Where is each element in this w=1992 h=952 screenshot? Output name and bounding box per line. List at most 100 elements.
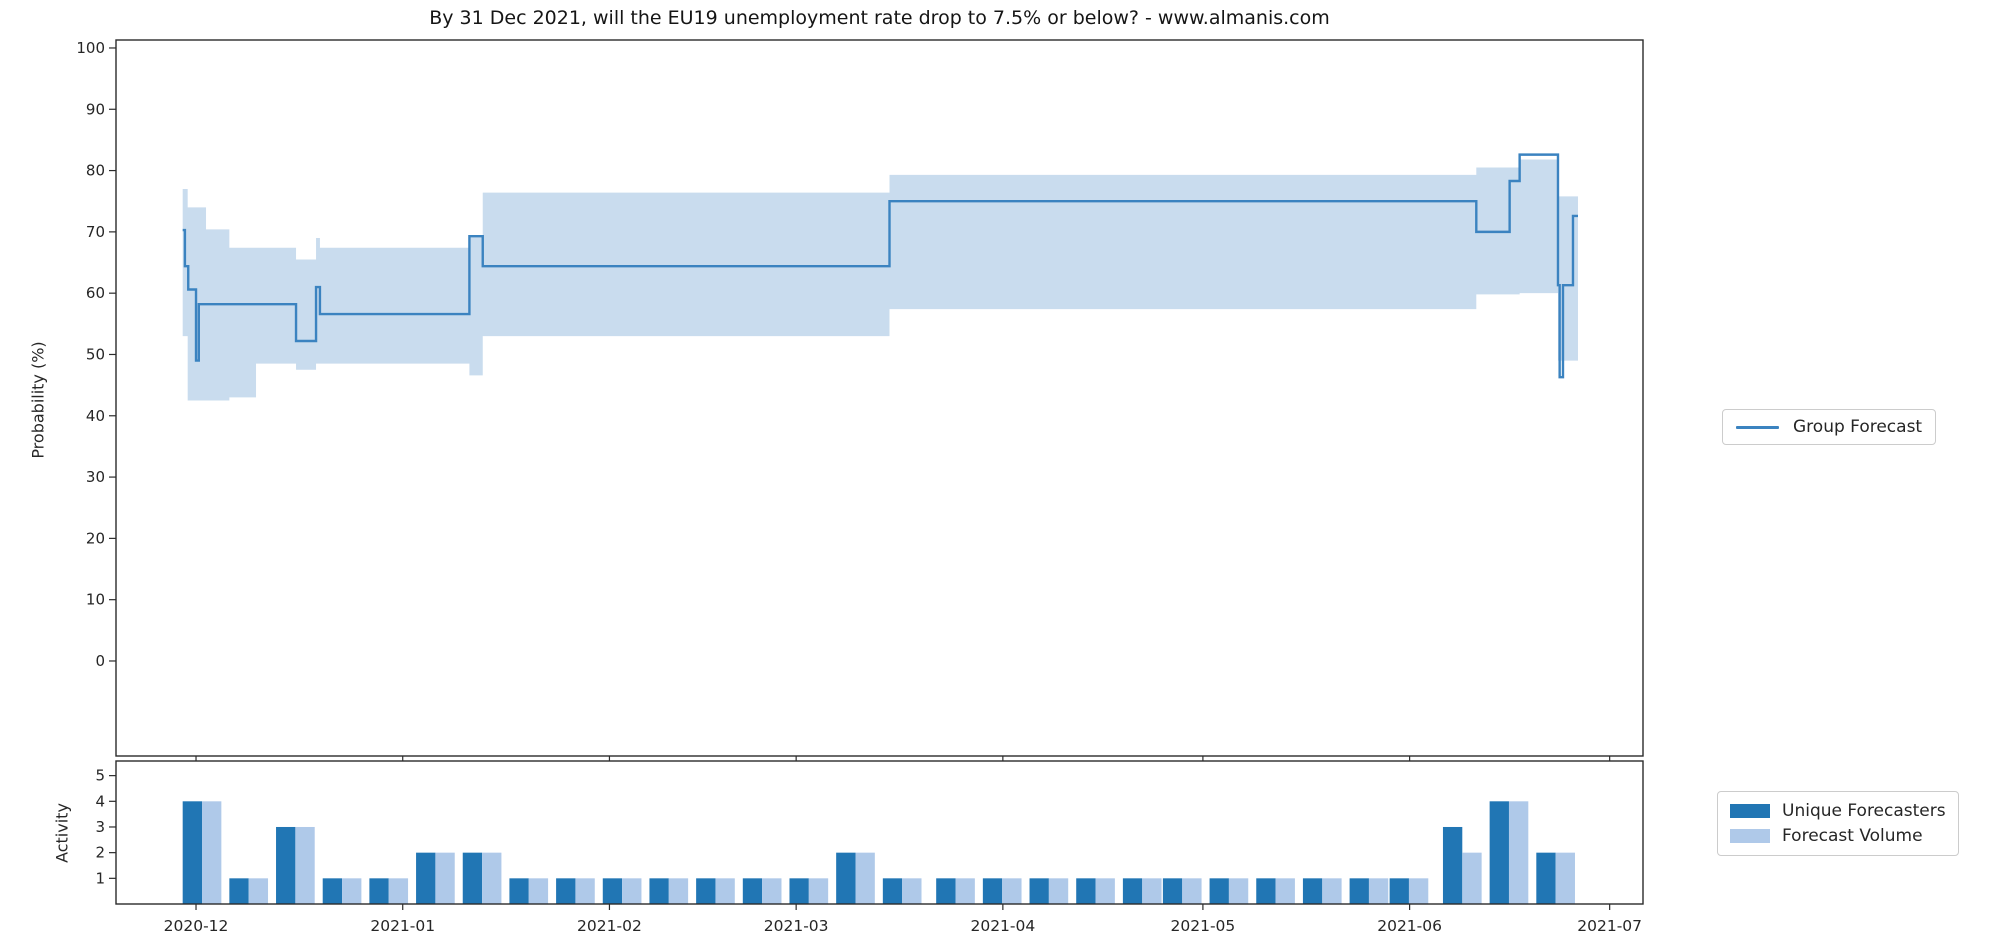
tick-label: 1: [95, 869, 105, 887]
forecast-volume-bar: [1368, 878, 1389, 904]
tick-label: 40: [86, 407, 105, 425]
forecast-volume-bar: [715, 878, 735, 904]
forecast-volume-legend-item: Forecast Volume: [1730, 826, 1946, 846]
unique-forecasters-bar: [322, 878, 343, 904]
group-forecast-legend: Group Forecast: [1722, 409, 1937, 445]
tick-label: 80: [86, 162, 105, 180]
forecast-volume-bar: [1095, 878, 1115, 904]
unique-forecasters-bar: [276, 826, 296, 904]
unique-forecasters-bar: [982, 878, 1003, 904]
unique-forecasters-bar: [602, 878, 623, 904]
unique-forecasters-bar: [1442, 826, 1463, 904]
forecast-volume-bar: [1228, 878, 1249, 904]
forecast-volume-bar: [295, 826, 315, 904]
tick-label: 100: [76, 39, 105, 57]
unique-forecasters-bar: [1536, 852, 1556, 904]
unique-forecasters-legend-item: Unique Forecasters: [1730, 801, 1946, 821]
unique-forecasters-bar: [742, 878, 763, 904]
forecast-volume-bar: [575, 878, 595, 904]
unique-forecasters-bar: [1122, 878, 1143, 904]
unique-forecasters-bar: [696, 878, 716, 904]
forecast-volume-bar: [1275, 878, 1295, 904]
forecast-volume-bar: [248, 878, 269, 904]
tick-label: 70: [86, 223, 105, 241]
unique-forecasters-bar: [416, 852, 436, 904]
unique-forecasters-bar: [1162, 878, 1183, 904]
forecast-volume-bar: [342, 878, 362, 904]
forecast-volume-bar: [1182, 878, 1202, 904]
unique-forecasters-bar: [1489, 801, 1509, 904]
forecast-volume-bar: [528, 878, 549, 904]
unique-forecasters-bar: [1029, 878, 1049, 904]
forecast-volume-bar: [1462, 852, 1482, 904]
forecast-volume-bar: [955, 878, 975, 904]
confidence-band: [182, 159, 1578, 401]
unique-forecasters-bar: [369, 878, 389, 904]
forecast-volume-swatch: [1730, 829, 1770, 843]
unique-forecasters-bar: [1209, 878, 1229, 904]
forecast-volume-bar: [762, 878, 782, 904]
tick-label: 30: [86, 468, 105, 486]
unique-forecasters-bar: [1389, 878, 1409, 904]
main-plot-frame: [115, 39, 1644, 757]
unique-forecasters-bar: [649, 878, 669, 904]
tick-label: 2021-06: [1377, 917, 1442, 935]
activity-plot-frame: [115, 760, 1644, 905]
forecast-volume-bar: [622, 878, 642, 904]
forecast-volume-bar: [1322, 878, 1342, 904]
unique-forecasters-label: Unique Forecasters: [1782, 801, 1946, 821]
forecast-volume-bar: [202, 801, 222, 904]
unique-forecasters-swatch: [1730, 804, 1770, 818]
tick-label: 3: [95, 818, 105, 836]
tick-label: 2: [95, 844, 105, 862]
group-forecast-line: [182, 153, 1578, 379]
unique-forecasters-bar: [229, 878, 249, 904]
tick-label: 2021-07: [1577, 917, 1642, 935]
forecast-volume-bar: [435, 852, 455, 904]
group-forecast-line-swatch: [1736, 425, 1779, 429]
tick-label: 2021-04: [970, 917, 1035, 935]
tick-label: 60: [86, 284, 105, 302]
forecast-volume-bar: [1555, 852, 1575, 904]
forecast-volume-bar: [1002, 878, 1022, 904]
unique-forecasters-bar: [836, 852, 856, 904]
forecast-volume-bar: [388, 878, 409, 904]
unique-forecasters-bar: [509, 878, 529, 904]
tick-label: 2021-03: [764, 917, 829, 935]
unique-forecasters-bar: [182, 801, 203, 904]
forecast-volume-bar: [808, 878, 829, 904]
tick-label: 10: [86, 591, 105, 609]
tick-label: 90: [86, 100, 105, 118]
tick-label: 20: [86, 529, 105, 547]
unique-forecasters-bar: [1349, 878, 1369, 904]
unique-forecasters-bar: [462, 852, 483, 904]
unique-forecasters-bar: [1302, 878, 1323, 904]
tick-label: 2021-02: [577, 917, 642, 935]
unique-forecasters-bar: [1256, 878, 1276, 904]
forecast-volume-bar: [668, 878, 689, 904]
unique-forecasters-bar: [556, 878, 576, 904]
group-forecast-legend-label: Group Forecast: [1793, 417, 1923, 437]
tick-label: 2021-05: [1171, 917, 1236, 935]
activity-legend: Unique Forecasters Forecast Volume: [1717, 791, 1959, 856]
forecast-volume-bar: [1508, 801, 1529, 904]
forecast-volume-bar: [1048, 878, 1069, 904]
forecast-volume-bar: [1408, 878, 1429, 904]
forecast-volume-bar: [902, 878, 922, 904]
unique-forecasters-bar: [882, 878, 903, 904]
tick-label: 0: [95, 652, 105, 670]
chart-title: By 31 Dec 2021, will the EU19 unemployme…: [429, 7, 1330, 29]
unique-forecasters-bar: [936, 878, 956, 904]
forecast-volume-bar: [482, 852, 502, 904]
tick-label: 2020-12: [164, 917, 229, 935]
unique-forecasters-bar: [789, 878, 809, 904]
forecast-volume-label: Forecast Volume: [1782, 826, 1923, 846]
forecast-volume-bar: [1142, 878, 1162, 904]
tick-label: 2021-01: [370, 917, 435, 935]
forecast-volume-bar: [855, 852, 875, 904]
tick-label: 5: [95, 767, 105, 785]
tick-label: 4: [95, 792, 105, 810]
unique-forecasters-bar: [1076, 878, 1096, 904]
